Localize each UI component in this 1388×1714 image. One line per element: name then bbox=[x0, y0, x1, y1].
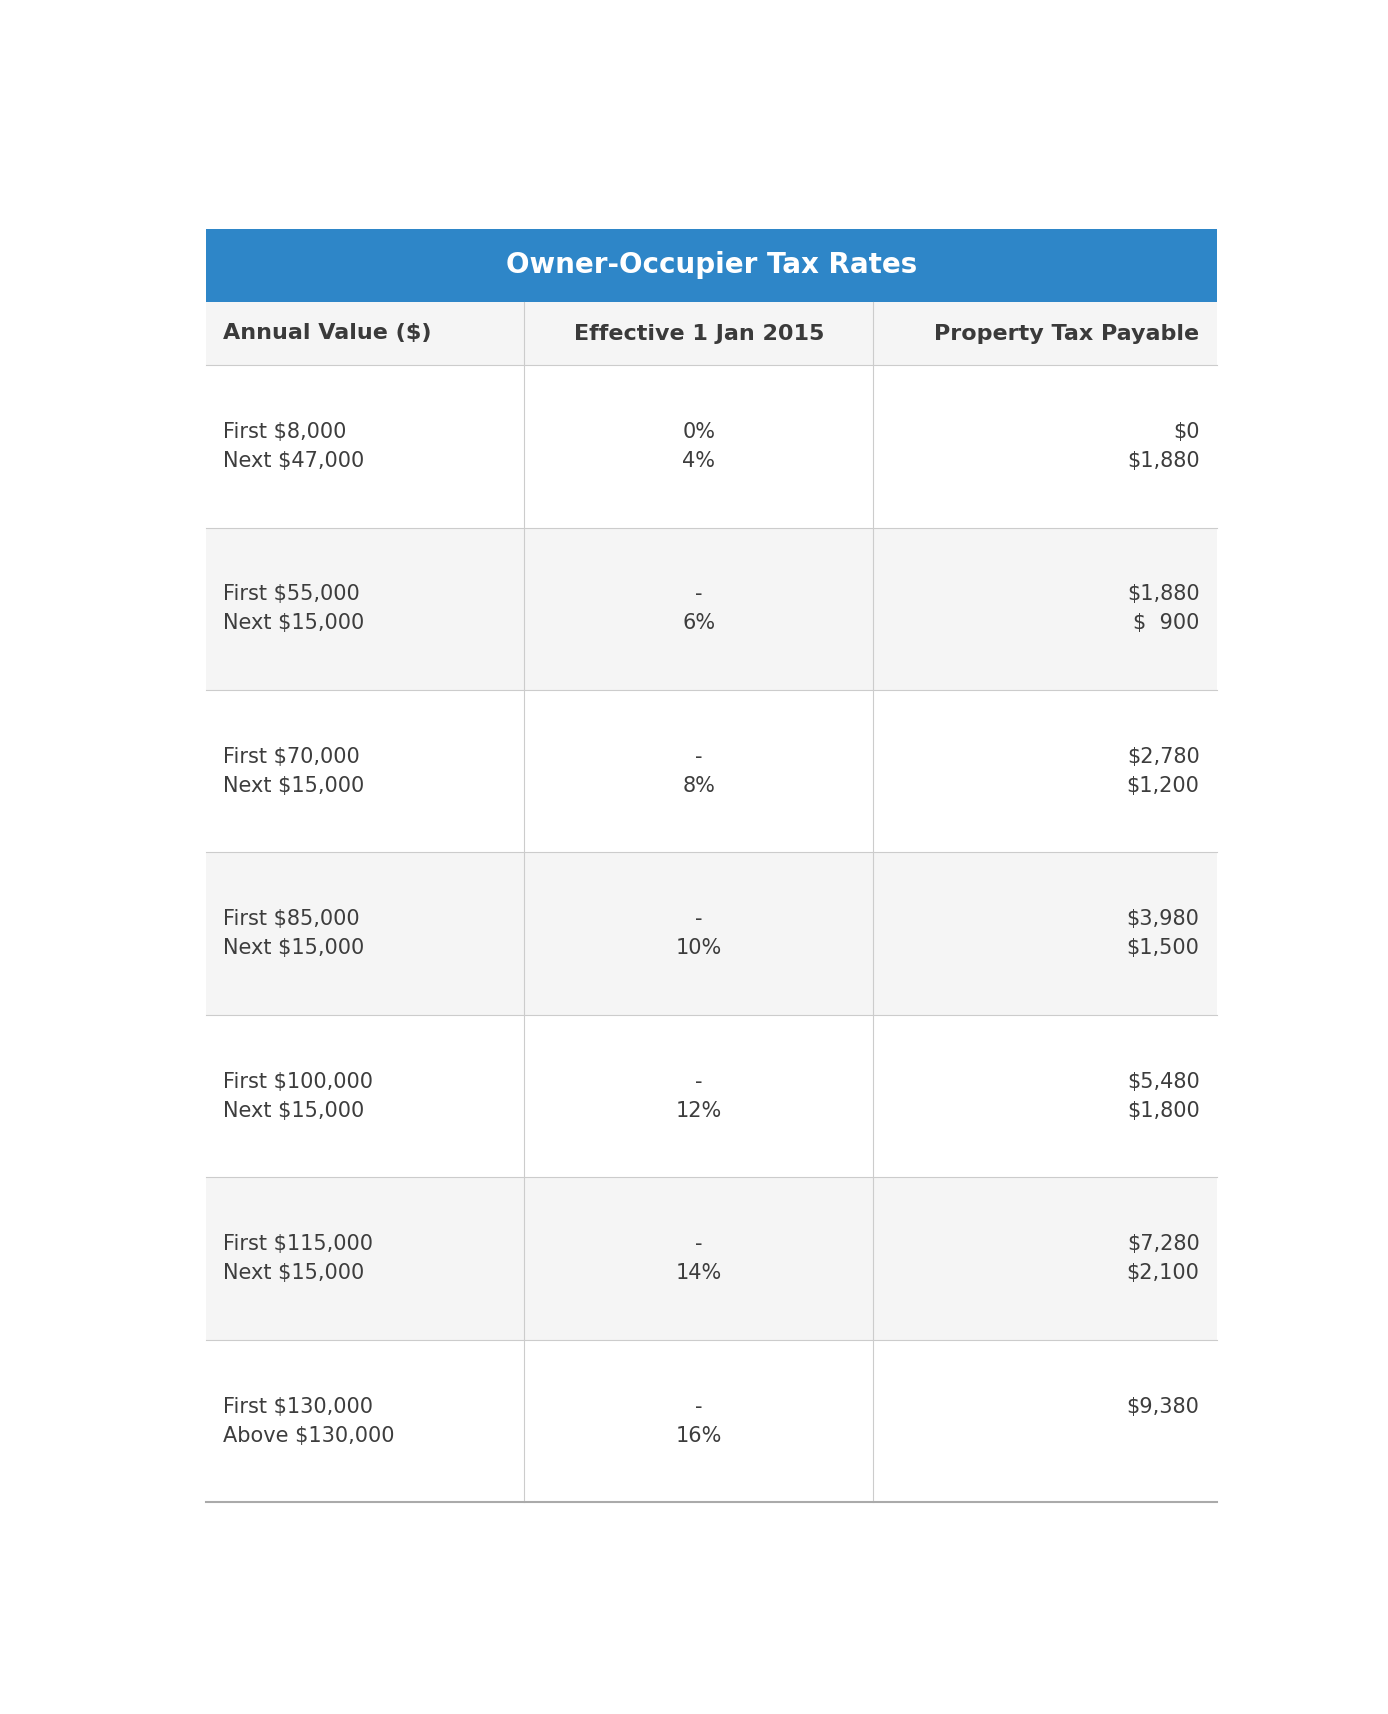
Text: -: - bbox=[695, 1397, 702, 1416]
Text: $5,480: $5,480 bbox=[1127, 1071, 1199, 1092]
Text: Next $15,000: Next $15,000 bbox=[223, 614, 364, 632]
Text: -: - bbox=[695, 908, 702, 929]
Text: First $115,000: First $115,000 bbox=[223, 1234, 373, 1255]
Bar bbox=[205, 852, 1217, 1015]
Text: $9,380: $9,380 bbox=[1127, 1397, 1199, 1416]
Text: First $85,000: First $85,000 bbox=[223, 908, 359, 929]
Bar bbox=[205, 1015, 1217, 1178]
Text: 12%: 12% bbox=[676, 1100, 722, 1121]
Text: 0%: 0% bbox=[683, 422, 715, 442]
Bar bbox=[205, 365, 1217, 528]
Text: $1,880: $1,880 bbox=[1127, 451, 1199, 471]
Bar bbox=[205, 228, 1217, 302]
Text: First $70,000: First $70,000 bbox=[223, 747, 359, 766]
Text: -: - bbox=[695, 747, 702, 766]
Bar bbox=[205, 528, 1217, 691]
Text: $2,780: $2,780 bbox=[1127, 747, 1199, 766]
Text: Owner-Occupier Tax Rates: Owner-Occupier Tax Rates bbox=[505, 252, 917, 279]
Text: $2,100: $2,100 bbox=[1127, 1263, 1199, 1284]
Text: Next $47,000: Next $47,000 bbox=[223, 451, 364, 471]
Text: $1,200: $1,200 bbox=[1127, 776, 1199, 795]
Text: Next $15,000: Next $15,000 bbox=[223, 776, 364, 795]
Bar bbox=[205, 1178, 1217, 1340]
Text: 6%: 6% bbox=[682, 614, 715, 632]
Text: First $130,000: First $130,000 bbox=[223, 1397, 373, 1416]
Text: $  900: $ 900 bbox=[1133, 614, 1199, 632]
Text: -: - bbox=[695, 1234, 702, 1255]
Bar bbox=[205, 691, 1217, 852]
Text: First $8,000: First $8,000 bbox=[223, 422, 347, 442]
Text: 10%: 10% bbox=[676, 938, 722, 958]
Text: Next $15,000: Next $15,000 bbox=[223, 1100, 364, 1121]
Text: Effective 1 Jan 2015: Effective 1 Jan 2015 bbox=[573, 324, 824, 343]
Text: First $100,000: First $100,000 bbox=[223, 1071, 373, 1092]
Text: Next $15,000: Next $15,000 bbox=[223, 938, 364, 958]
Bar bbox=[205, 302, 1217, 365]
Text: $3,980: $3,980 bbox=[1127, 908, 1199, 929]
Text: 16%: 16% bbox=[676, 1426, 722, 1445]
Text: $7,280: $7,280 bbox=[1127, 1234, 1199, 1255]
Text: $0: $0 bbox=[1173, 422, 1199, 442]
Text: -: - bbox=[695, 584, 702, 605]
Text: $1,800: $1,800 bbox=[1127, 1100, 1199, 1121]
Text: $1,880: $1,880 bbox=[1127, 584, 1199, 605]
Text: 4%: 4% bbox=[683, 451, 715, 471]
Text: 8%: 8% bbox=[683, 776, 715, 795]
Text: -: - bbox=[695, 1071, 702, 1092]
Text: Next $15,000: Next $15,000 bbox=[223, 1263, 364, 1284]
Text: $1,500: $1,500 bbox=[1127, 938, 1199, 958]
Text: 14%: 14% bbox=[676, 1263, 722, 1284]
Bar bbox=[205, 1340, 1217, 1503]
Text: First $55,000: First $55,000 bbox=[223, 584, 359, 605]
Text: Annual Value ($): Annual Value ($) bbox=[223, 324, 432, 343]
Text: Property Tax Payable: Property Tax Payable bbox=[934, 324, 1199, 343]
Text: Above $130,000: Above $130,000 bbox=[223, 1426, 394, 1445]
